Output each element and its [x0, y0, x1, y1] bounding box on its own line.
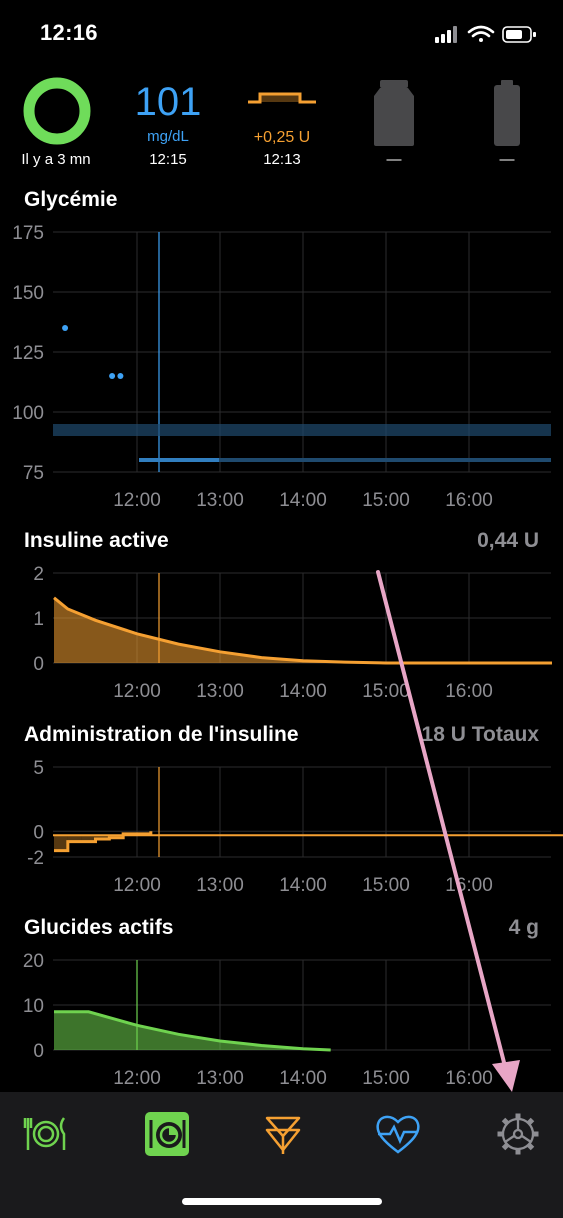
basal-rate-icon[interactable] — [246, 86, 318, 112]
x-tick-label: 15:00 — [362, 490, 410, 511]
gear-tooth — [533, 1131, 539, 1137]
cellular-signal-icon — [435, 26, 457, 43]
x-tick-label: 15:00 — [362, 875, 410, 896]
override-range-bar — [139, 458, 551, 462]
cob-total: 4 g — [508, 916, 539, 939]
cob-chart-title: Glucides actifs — [24, 916, 174, 939]
y-tick-label: 2 — [33, 564, 44, 585]
x-tick-label: 15:00 — [362, 681, 410, 702]
gear-tooth — [515, 1149, 521, 1155]
basal-rate-value: +0,25 U — [253, 129, 311, 146]
bolus-tab-icon[interactable] — [259, 1110, 307, 1158]
x-tick-label: 13:00 — [196, 1068, 244, 1089]
x-tick-label: 14:00 — [279, 875, 327, 896]
x-tick-label: 13:00 — [196, 490, 244, 511]
cob-line — [54, 1010, 331, 1052]
loop-status-ring-icon[interactable] — [22, 76, 92, 146]
x-tick-label: 13:00 — [196, 681, 244, 702]
iob-total: 0,44 U — [477, 529, 539, 552]
x-tick-label: 12:00 — [113, 875, 161, 896]
loop-status-label: Il y a 3 mn — [21, 151, 91, 168]
x-tick-label: 14:00 — [279, 1068, 327, 1089]
temp-basal-bar — [54, 835, 68, 851]
x-tick-label: 12:00 — [113, 490, 161, 511]
dose-total: 18 U Totaux — [421, 723, 539, 746]
temp-basal-bar — [81, 835, 96, 842]
y-tick-label: 0 — [33, 1041, 44, 1062]
override-active-bar — [139, 458, 219, 462]
temp-basal-line — [54, 831, 153, 853]
gear-tooth — [497, 1131, 503, 1137]
target-range-band — [53, 424, 551, 436]
temp-basal-bar — [67, 835, 82, 842]
glucose-point — [109, 373, 116, 379]
iob-area — [54, 597, 552, 663]
y-tick-label: 10 — [23, 996, 44, 1017]
y-tick-label: 0 — [33, 822, 44, 843]
glucose-point — [117, 373, 124, 379]
reservoir-value: — — [386, 151, 402, 168]
temp-basal-bar — [109, 835, 124, 838]
y-tick-label: 20 — [23, 951, 44, 972]
x-tick-label: 12:00 — [113, 1068, 161, 1089]
iob-chart-title: Insuline active — [24, 529, 169, 552]
dose-chart-title: Administration de l'insuline — [24, 723, 299, 746]
tab-bar — [0, 1092, 563, 1218]
gear-tooth — [515, 1113, 521, 1119]
status-bar-time: 12:16 — [40, 20, 98, 45]
y-tick-label: 1 — [33, 609, 44, 630]
x-tick-label: 16:00 — [445, 875, 493, 896]
basal-time: 12:13 — [263, 151, 301, 168]
chart-marks — [53, 232, 563, 1052]
y-tick-label: 125 — [12, 343, 44, 364]
temp-basal-bar — [95, 835, 110, 839]
glucose-unit: mg/dL — [147, 128, 189, 145]
x-tick-label: 15:00 — [362, 1068, 410, 1089]
x-tick-label: 13:00 — [196, 875, 244, 896]
x-tick-label: 14:00 — [279, 490, 327, 511]
chart-grid — [53, 231, 551, 1051]
y-tick-label: 0 — [33, 654, 44, 675]
glucose-point — [62, 325, 69, 331]
battery-value: — — [499, 151, 515, 168]
y-tick-label: 100 — [12, 403, 44, 424]
x-tick-label: 16:00 — [445, 681, 493, 702]
y-tick-label: 150 — [12, 283, 44, 304]
pump-battery-icon[interactable] — [492, 78, 522, 148]
y-tick-label: 175 — [12, 223, 44, 244]
x-tick-label: 16:00 — [445, 490, 493, 511]
glucose-time: 12:15 — [149, 151, 187, 168]
y-tick-label: 75 — [23, 463, 44, 484]
cob-area — [54, 1011, 331, 1050]
status-icons — [435, 25, 536, 43]
y-tick-label: -2 — [27, 848, 44, 869]
carb-entry-tab-icon[interactable] — [22, 1110, 70, 1158]
x-tick-label: 16:00 — [445, 1068, 493, 1089]
glucose-chart-title: Glycémie — [24, 188, 118, 211]
wifi-icon — [467, 25, 495, 42]
x-tick-label: 12:00 — [113, 681, 161, 702]
pre-meal-tab-icon[interactable] — [143, 1110, 191, 1158]
settings-gear-tab-icon[interactable] — [494, 1110, 542, 1158]
reservoir-icon[interactable] — [370, 78, 418, 148]
x-tick-label: 14:00 — [279, 681, 327, 702]
annotation-arrow-icon — [376, 570, 520, 1092]
battery-icon — [502, 26, 536, 43]
glucose-value[interactable]: 101 — [134, 80, 202, 124]
workout-heart-tab-icon[interactable] — [374, 1110, 422, 1158]
y-tick-label: 5 — [33, 758, 44, 779]
home-indicator — [182, 1198, 382, 1205]
